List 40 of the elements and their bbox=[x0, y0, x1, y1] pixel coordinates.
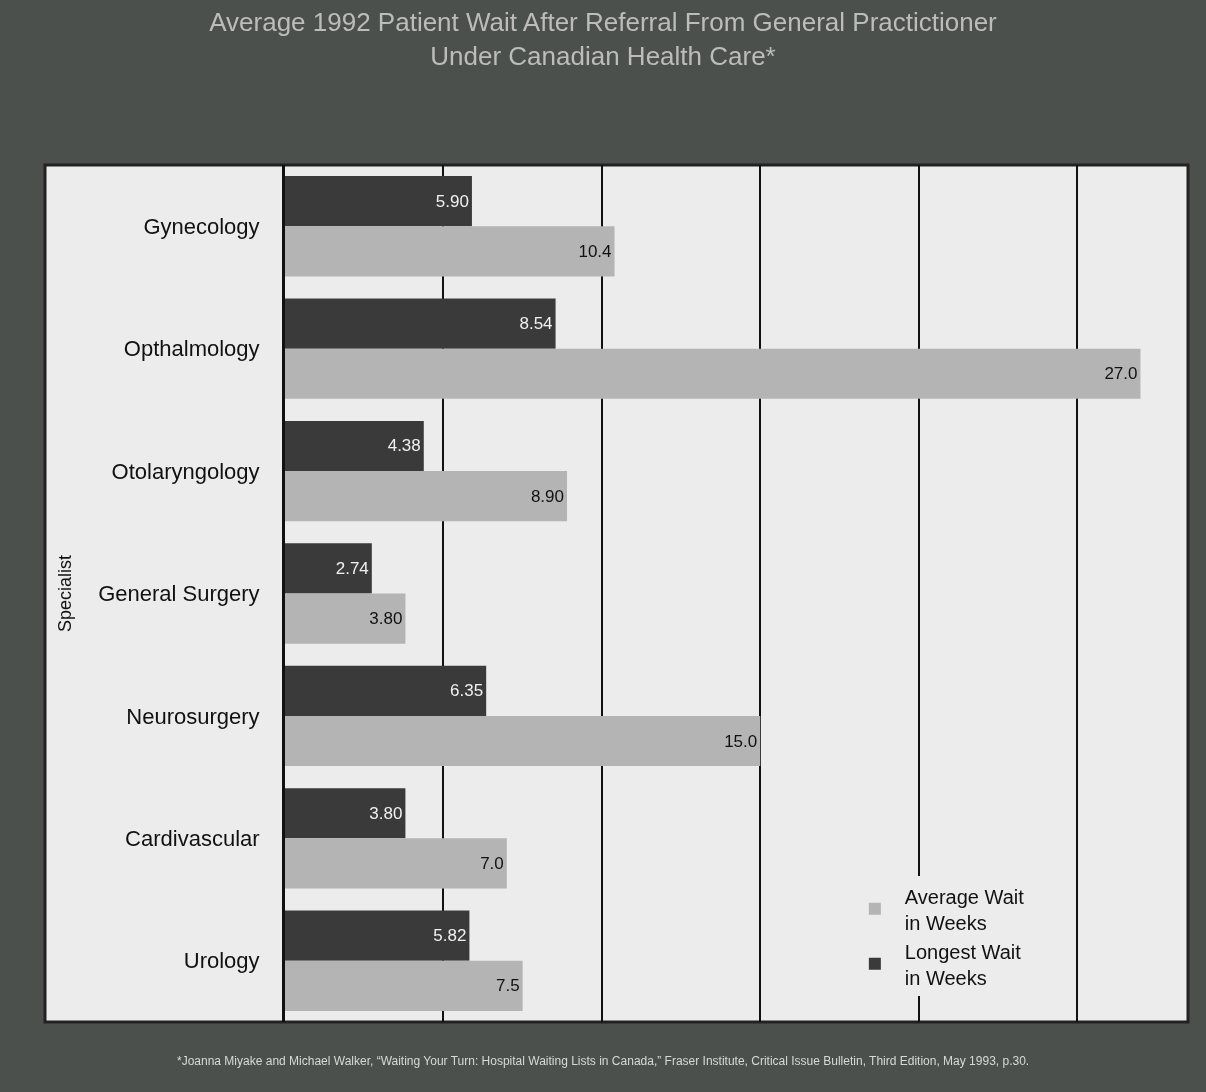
text: *Joanna Miyake and Michael Walker, “Waiting Your Turn: Hospital Waiting Lists in Canada,” Fraser Institute, Critical Issue Bulletin, Third Edition, May 1993, p.30. bbox=[177, 1054, 1030, 1068]
bar bbox=[285, 348, 1141, 399]
bar bbox=[285, 665, 487, 716]
legend-label: Longest Wait in Weeks bbox=[904, 940, 1022, 989]
bar bbox=[285, 420, 424, 472]
y-tick-label: General Surgery bbox=[98, 581, 260, 607]
data-label: 4.38 bbox=[387, 436, 421, 456]
data-label: 6.35 bbox=[450, 681, 484, 701]
y-tick-label: Otolaryngology bbox=[111, 458, 260, 484]
data-label: 15.0 bbox=[724, 731, 758, 751]
data-label: 8.90 bbox=[530, 486, 564, 506]
data-label: 5.90 bbox=[435, 191, 469, 211]
y-axis-title: Specialist bbox=[55, 554, 76, 633]
y-tick-label: Neurosurgery bbox=[126, 703, 260, 729]
legend-label: Average Wait in Weeks bbox=[904, 885, 1025, 934]
bar bbox=[285, 471, 567, 522]
data-label: 3.80 bbox=[369, 803, 403, 823]
y-tick-label: Gynecology bbox=[143, 213, 260, 239]
y-tick-label: Cardivascular bbox=[125, 826, 260, 852]
bar bbox=[285, 226, 615, 277]
bar bbox=[285, 543, 372, 594]
bar bbox=[285, 960, 523, 1011]
y-tick-label: Urology bbox=[183, 948, 260, 974]
bar bbox=[285, 788, 406, 839]
bar bbox=[285, 838, 507, 889]
data-label: 3.80 bbox=[369, 609, 403, 629]
bar bbox=[285, 715, 761, 767]
data-label: 27.0 bbox=[1104, 364, 1138, 384]
data-label: 8.54 bbox=[519, 314, 553, 334]
data-label: 7.5 bbox=[495, 976, 520, 996]
bar bbox=[285, 298, 556, 349]
bar bbox=[285, 910, 470, 961]
bar bbox=[285, 176, 472, 227]
data-label: 5.82 bbox=[433, 926, 467, 946]
data-label: 2.74 bbox=[335, 558, 369, 578]
data-label: 10.4 bbox=[578, 241, 612, 261]
chart-title: Average 1992 Patient Wait After Referral From General Practictioner Under Canadian Health Care* bbox=[209, 7, 998, 71]
data-label: 7.0 bbox=[480, 853, 504, 873]
bar bbox=[285, 593, 406, 644]
y-tick-label: Opthalmology bbox=[123, 336, 260, 362]
